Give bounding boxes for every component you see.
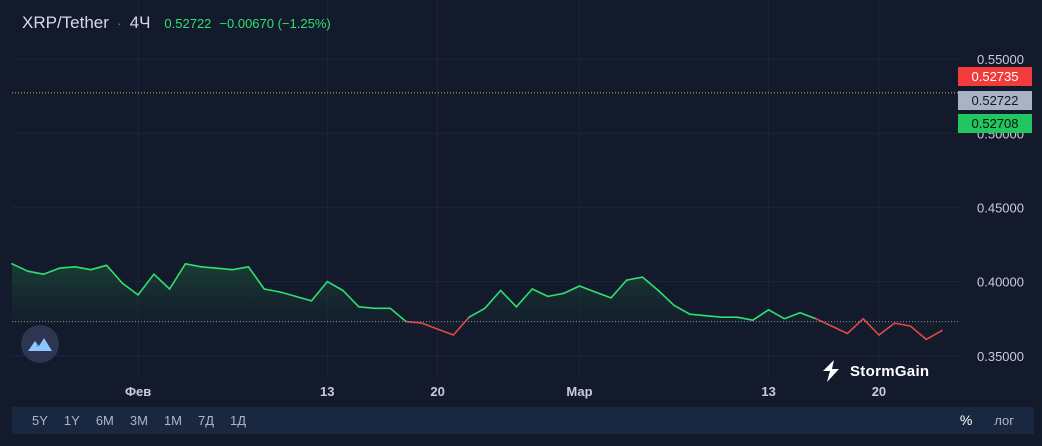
price-line-segment (799, 311, 817, 320)
price-line-segment (279, 291, 297, 298)
brand-logo: StormGain (820, 359, 929, 383)
price-line-segment (184, 262, 202, 268)
log-scale-button[interactable]: лог (994, 413, 1014, 428)
price-change: −0.00670 (−1.25%) (219, 16, 331, 31)
price-line-segment (594, 291, 612, 299)
x-tick-label: 20 (430, 384, 444, 399)
price-line-segment (751, 308, 770, 322)
price-line-segment (263, 288, 281, 293)
price-line-segment (153, 273, 171, 290)
price-line-segment (610, 279, 628, 299)
pair-name: XRP/Tether (22, 13, 109, 32)
range-button-1y[interactable]: 1Y (63, 413, 80, 428)
percent-scale-button[interactable]: % (959, 412, 973, 428)
area-fill (12, 263, 942, 340)
range-button-3m[interactable]: 3M (129, 413, 148, 428)
price-line-segment (74, 265, 92, 271)
price-line-segment (342, 289, 360, 308)
x-axis: Фев 13 20 Мар 13 20 (125, 384, 886, 399)
price-line-segment (357, 305, 376, 310)
price-line-segment (137, 273, 155, 296)
price-line-segment (121, 282, 139, 296)
range-button-5y[interactable]: 5Y (32, 413, 48, 428)
x-tick-label: Фев (125, 384, 151, 399)
header-separator: · (116, 15, 122, 31)
price-line (11, 262, 943, 341)
price-line-segment (436, 328, 455, 336)
price-line-segment (767, 308, 786, 320)
price-line-segment (11, 262, 29, 273)
price-line-segment (90, 264, 108, 271)
scale-tools: % лог (946, 407, 1034, 434)
price-line-segment (673, 304, 691, 316)
timeframe-label[interactable]: 4Ч (129, 13, 151, 32)
y-tick-label: 0.35000 (977, 349, 1024, 364)
price-line-segment (26, 270, 45, 276)
price-line-segment (294, 295, 313, 302)
price-line-segment (452, 316, 470, 336)
price-line-segment (704, 314, 723, 319)
price-line-segment (168, 262, 187, 290)
price-line-segment (468, 307, 486, 319)
price-line-segment (515, 288, 534, 308)
price-line-segment (783, 311, 801, 320)
grid (12, 0, 960, 378)
ask-price-tag: 0.52735 (958, 67, 1032, 86)
price-line-segment (326, 280, 344, 292)
price-line-segment (846, 317, 865, 335)
price-line-segment (58, 265, 76, 270)
price-line-segment (878, 322, 896, 336)
price-line-segment (562, 285, 581, 295)
price-line-segment (389, 307, 407, 323)
price-line-segment (484, 289, 502, 310)
last-price-tag: 0.52722 (958, 91, 1032, 110)
y-tick-label: 0.55000 (977, 52, 1024, 67)
price-line-segment (547, 292, 565, 298)
reference-lines (12, 92, 960, 323)
x-tick-label: 20 (872, 384, 886, 399)
x-tick-label: 13 (320, 384, 334, 399)
price-line-segment (657, 289, 675, 307)
price-line-segment (909, 325, 928, 341)
price-line-segment (231, 265, 250, 271)
range-button-7d[interactable]: 7Д (198, 413, 215, 428)
range-button-6m[interactable]: 6M (95, 413, 114, 428)
price-line-segment (830, 325, 849, 335)
price-line-segment (247, 265, 266, 290)
x-tick-label: 13 (761, 384, 775, 399)
price-line-segment (216, 267, 234, 271)
price-line-segment (578, 285, 597, 293)
price-line-segment (499, 289, 518, 308)
price-line-segment (862, 317, 880, 336)
bottom-toolbar: 5Y 1Y 6M 3M 1M 7Д 1Д % лог (12, 407, 1034, 434)
price-line-segment (105, 264, 124, 284)
price-line-segment (815, 317, 833, 327)
price-line-segment (925, 329, 943, 341)
price-line-segment (641, 276, 660, 292)
price-line-segment (893, 322, 912, 327)
price-line-segment (420, 322, 439, 330)
price-line-segment (625, 276, 644, 281)
price-line-segment (688, 313, 707, 317)
price-line-segment (531, 288, 549, 298)
price-line-segment (736, 316, 754, 322)
chart-header: XRP/Tether · 4Ч 0.52722 −0.00670 (−1.25%… (22, 13, 331, 37)
range-button-1d[interactable]: 1Д (230, 413, 247, 428)
y-tick-label: 0.40000 (977, 275, 1024, 290)
mountain-icon[interactable] (21, 325, 59, 363)
last-price: 0.52722 (164, 16, 212, 31)
lightning-s-icon (823, 360, 839, 382)
price-line-segment (310, 280, 329, 302)
x-tick-label: Мар (566, 384, 592, 399)
range-button-1m[interactable]: 1M (163, 413, 182, 428)
price-line-segment (200, 265, 218, 270)
price-line-segment (42, 267, 61, 276)
area-fill-path (12, 263, 942, 340)
brand-name: StormGain (850, 362, 930, 380)
bid-price-tag: 0.52708 (958, 114, 1032, 133)
y-tick-label: 0.45000 (977, 200, 1024, 215)
